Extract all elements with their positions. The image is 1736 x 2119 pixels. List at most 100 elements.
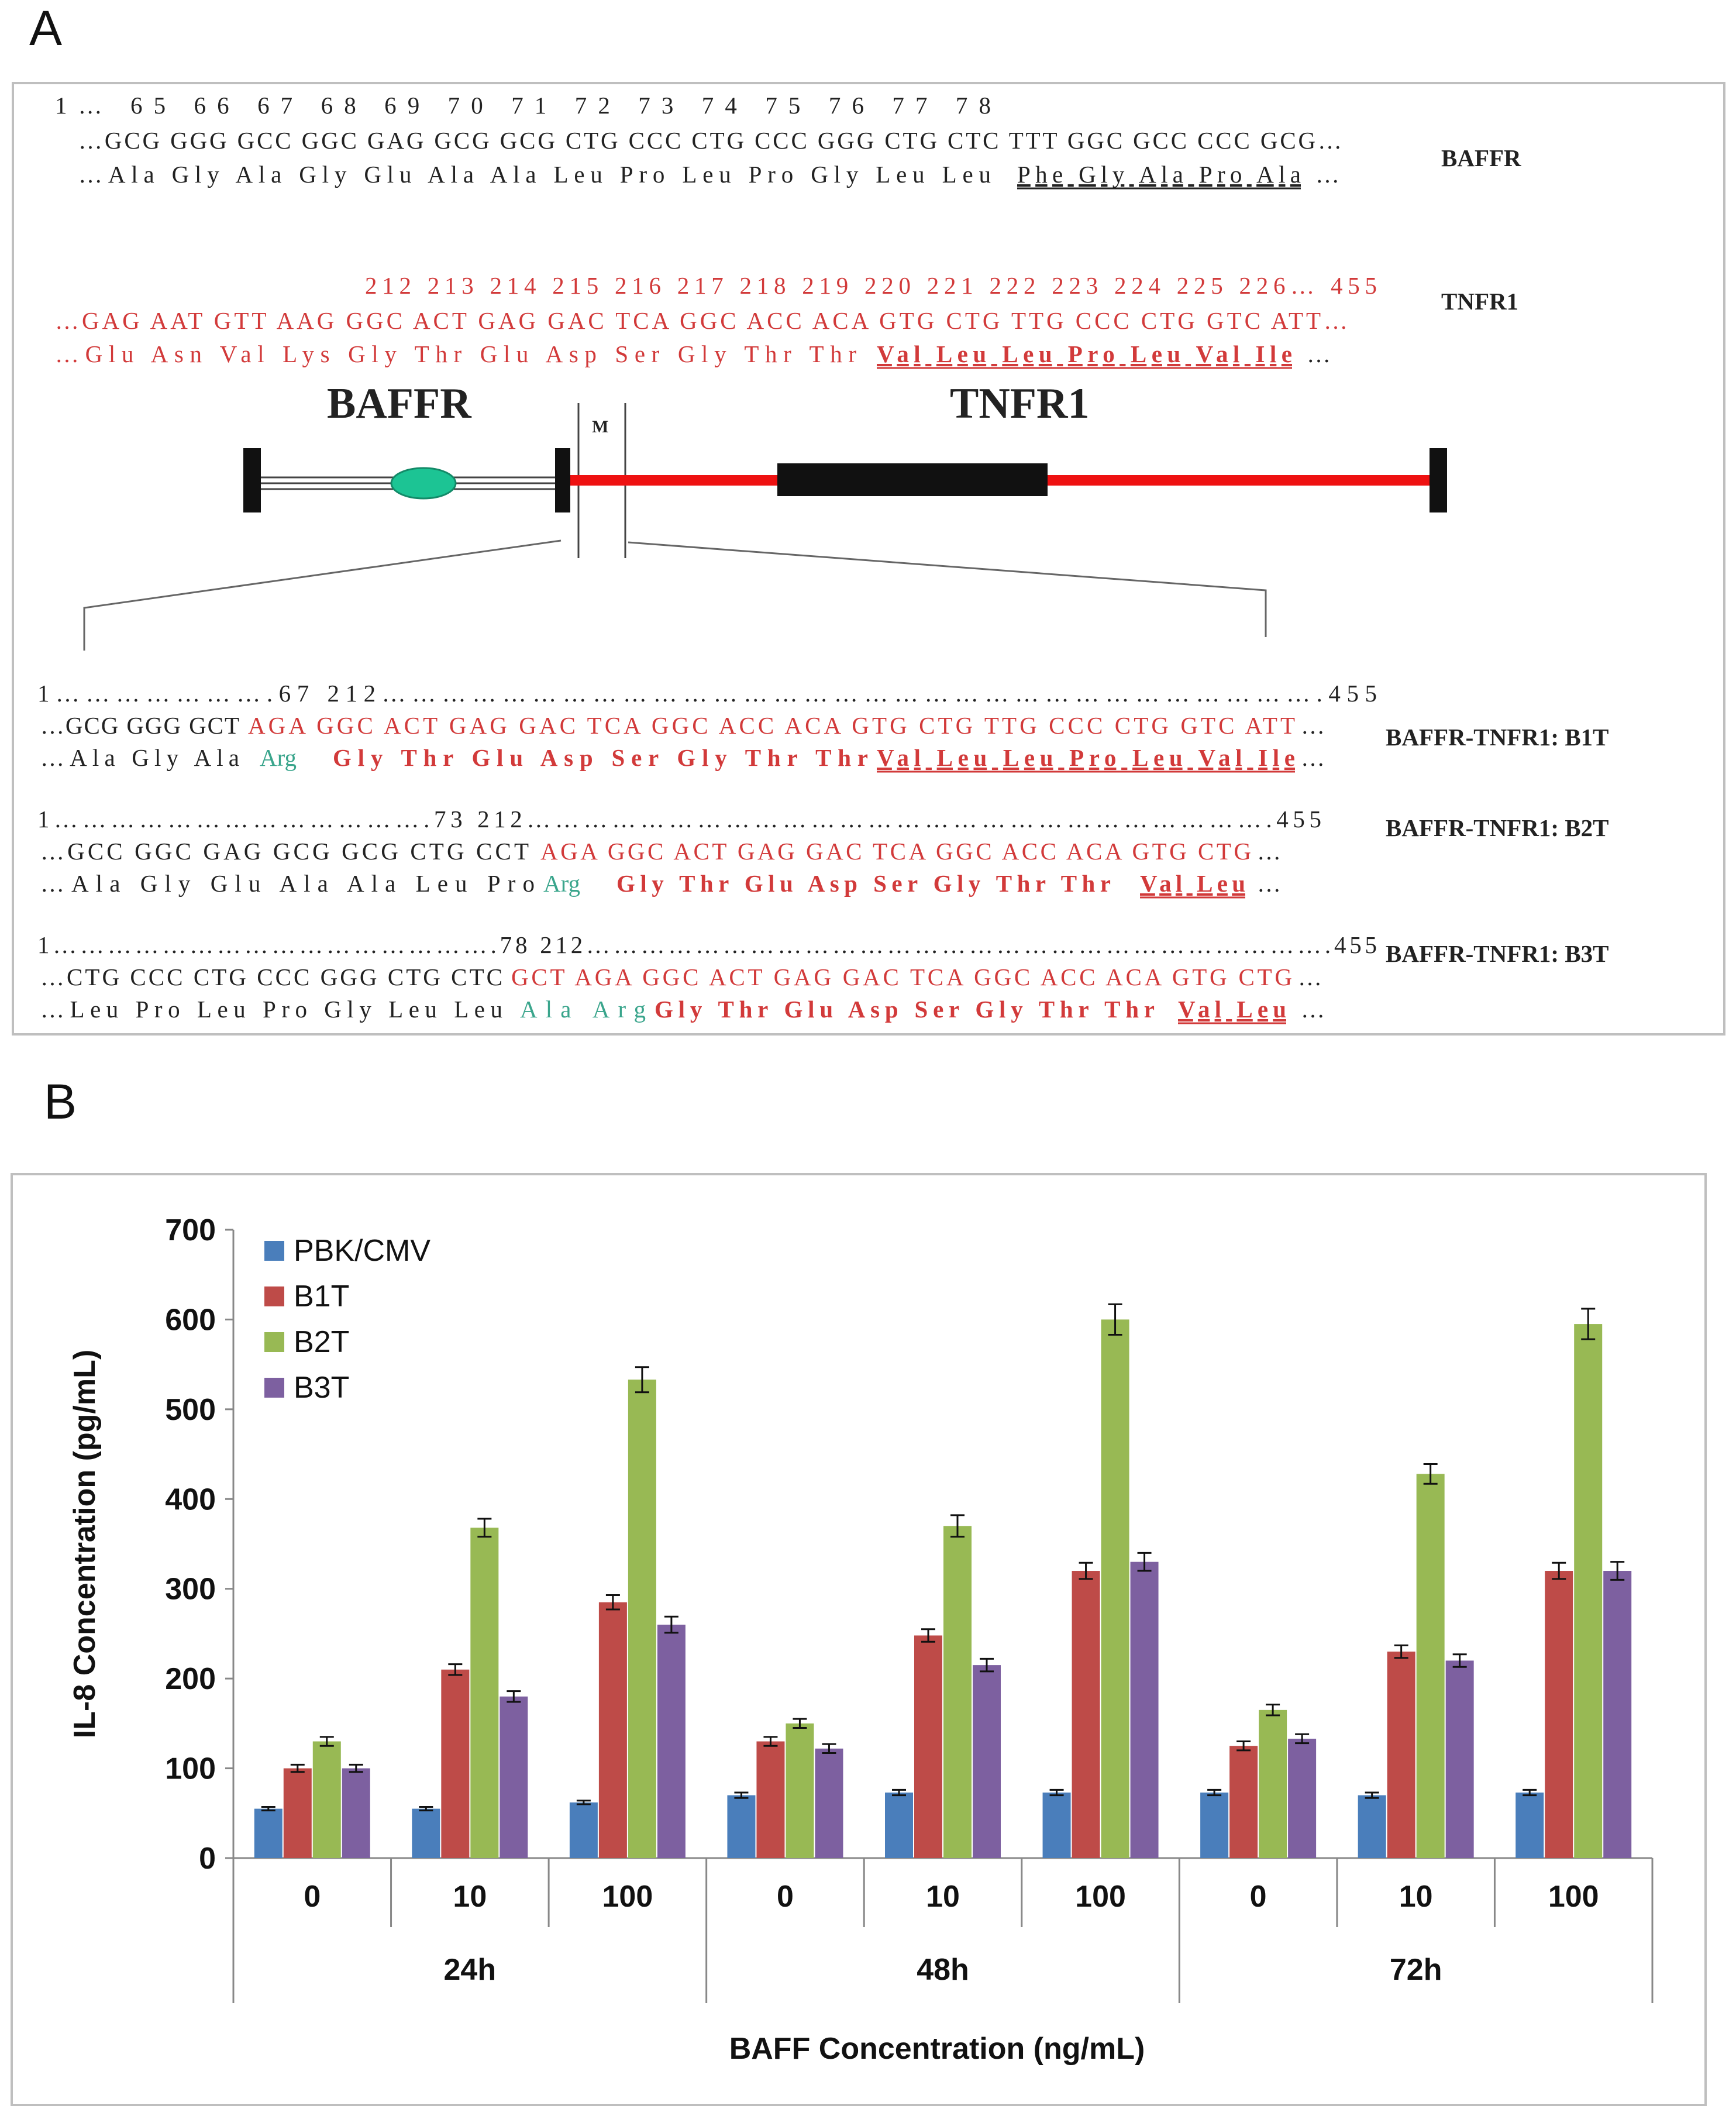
b1t-nucleotide-black: …GCG GGG GCT [40, 712, 239, 739]
panel-b: 0 100 200 300 400 500 600 700 IL-8 Concentration… [11, 1173, 1707, 2106]
bar-pbk-cmv [1042, 1792, 1071, 1858]
x-tick-label: 0 [1250, 1880, 1267, 1914]
bar-b1t [1387, 1652, 1415, 1858]
y-tick-label: 0 [199, 1842, 216, 1876]
b1t-nucleotide-tail: … [1301, 712, 1325, 739]
bar-b1t [756, 1741, 785, 1858]
panel-b-label: B [44, 1074, 77, 1129]
legend-label: B2T [294, 1325, 349, 1359]
b1t-aminoacid-black: …Ala Gly Ala [40, 744, 239, 771]
bar-b2t [943, 1526, 972, 1858]
x-tick-label: 0 [777, 1880, 794, 1914]
x-tick-label: 100 [1548, 1880, 1599, 1914]
x-tick-label: 10 [1399, 1880, 1433, 1914]
bar-pbk-cmv [885, 1792, 913, 1858]
b2t-aminoacid-black: …Ala Gly Glu Ala Ala Leu Pro [40, 870, 535, 897]
x-tick-label: 10 [453, 1880, 487, 1914]
y-tick-label: 200 [165, 1662, 216, 1696]
tnfr1-aminoacid-tail: … [1307, 340, 1331, 367]
tnfr1-position-numbers: 212 213 214 215 216 217 218 219 220 221 … [365, 272, 1377, 299]
schematic-m-label: M [592, 417, 608, 436]
panel-a-label: A [29, 1, 63, 56]
bar-b3t [1288, 1738, 1317, 1858]
legend-label: B3T [294, 1371, 349, 1405]
tnfr1-aminoacid-underlined: Val Leu Leu Pro Leu Val Ile [877, 340, 1292, 367]
y-tick-label: 700 [165, 1213, 216, 1247]
baffr-position-numbers: 1… 65 66 67 68 69 70 71 72 73 74 75 76 7… [55, 92, 991, 119]
bar-pbk-cmv [569, 1802, 598, 1858]
x-tick-label: 0 [304, 1880, 321, 1914]
baffr-aminoacid-tail: … [1315, 161, 1339, 188]
y-tick-label: 600 [165, 1303, 216, 1337]
b2t-aminoacid-red: Gly Thr Glu Asp Ser Gly Thr Thr [616, 870, 1111, 897]
b3t-nucleotide-red: GCT AGA GGC ACT GAG GAC TCA GGC ACC ACA … [511, 964, 1292, 990]
bar-b2t [1101, 1319, 1129, 1858]
x-group-label: 24h [444, 1953, 497, 1987]
baffr-aminoacid-row: …Ala Gly Ala Gly Glu Ala Ala Leu Pro Leu… [78, 161, 991, 188]
legend-swatch [264, 1332, 284, 1352]
b1t-aminoacid-red: Gly Thr Glu Asp Ser Gly Thr Thr [333, 744, 868, 771]
legend-label: PBK/CMV [294, 1234, 430, 1268]
b3t-nucleotide-black: …CTG CCC CTG CCC GGG CTG CTC [40, 964, 502, 990]
b3t-aminoacid-underlined: Val Leu [1178, 996, 1286, 1023]
zoom-bracket-left [83, 539, 562, 651]
x-tick-label: 100 [1075, 1880, 1126, 1914]
b3t-aminoacid-tail: … [1301, 996, 1325, 1023]
y-tick-label: 500 [165, 1393, 216, 1427]
y-tick-label: 400 [165, 1482, 216, 1516]
bar-b3t [500, 1696, 528, 1858]
legend-swatch [264, 1286, 284, 1306]
bar-pbk-cmv [1358, 1795, 1386, 1858]
panel-a: 1… 65 66 67 68 69 70 71 72 73 74 75 76 7… [12, 82, 1725, 1036]
b1t-aminoacid-underlined: Val Leu Leu Pro Leu Val Ile [877, 744, 1295, 771]
legend-swatch [264, 1241, 284, 1261]
x-axis-title: BAFF Concentration (ng/mL) [729, 2032, 1145, 2066]
baffr-row-tag: BAFFR [1441, 145, 1521, 171]
legend-swatch [264, 1378, 284, 1398]
y-tick-label: 100 [165, 1752, 216, 1786]
bar-b3t [1603, 1571, 1632, 1858]
bar-b1t [598, 1602, 627, 1858]
tnfr1-row-tag: TNFR1 [1441, 288, 1518, 315]
bar-b3t [973, 1665, 1001, 1858]
bar-b1t [1229, 1746, 1258, 1858]
b2t-nucleotide-black: …GCC GGC GAG GCG GCG CTG CCT [40, 838, 529, 865]
bar-b1t [914, 1635, 942, 1858]
legend-label: B1T [294, 1279, 349, 1313]
schematic-baffr-label: BAFFR [327, 380, 472, 428]
b2t-aminoacid-underlined: Val Leu [1140, 870, 1245, 897]
bar-b3t [1130, 1561, 1159, 1858]
tnfr1-domain-block [777, 463, 1048, 496]
b3t-aminoacid-green: Ala Arg [520, 996, 646, 1023]
bar-b3t [657, 1625, 686, 1858]
x-tick-label: 10 [926, 1880, 960, 1914]
bar-b1t [1072, 1571, 1100, 1858]
b2t-nucleotide-red: AGA GGC ACT GAG GAC TCA GGC ACC ACA GTG … [540, 838, 1251, 865]
bar-b3t [1445, 1660, 1474, 1858]
bar-b1t [1545, 1571, 1573, 1858]
bar-pbk-cmv [254, 1808, 283, 1858]
bar-b3t [342, 1768, 370, 1858]
bar-pbk-cmv [727, 1795, 756, 1858]
baffr-aminoacid-underlined: Phe Gly Ala Pro Ala [1017, 161, 1301, 188]
b2t-aminoacid-green: Arg [543, 870, 580, 897]
bar-pbk-cmv [412, 1808, 440, 1858]
b3t-position-numbers: 1………………………………………….78 212…………………………………………… [37, 931, 1377, 958]
b3t-nucleotide-tail: … [1298, 964, 1322, 990]
bar-pbk-cmv [1200, 1792, 1229, 1858]
b1t-construct-tag: BAFFR-TNFR1: B1T [1386, 724, 1609, 751]
b3t-construct-tag: BAFFR-TNFR1: B3T [1386, 940, 1609, 967]
x-group-label: 48h [917, 1953, 969, 1987]
x-tick-label: 100 [602, 1880, 653, 1914]
bar-b2t [786, 1723, 814, 1858]
schematic-tnfr1-label: TNFR1 [950, 380, 1089, 428]
baffr-domain-ellipse [390, 467, 457, 500]
b3t-aminoacid-red: Gly Thr Glu Asp Ser Gly Thr Thr [655, 996, 1155, 1023]
schematic-left-endcap [243, 448, 261, 512]
zoom-bracket-right [628, 541, 1267, 637]
y-tick-label: 300 [165, 1573, 216, 1607]
schematic-junction-cap [555, 448, 570, 512]
bar-b2t [312, 1741, 341, 1858]
b1t-position-numbers: 1………………….67 212…………………………………………………………………… [37, 680, 1377, 707]
